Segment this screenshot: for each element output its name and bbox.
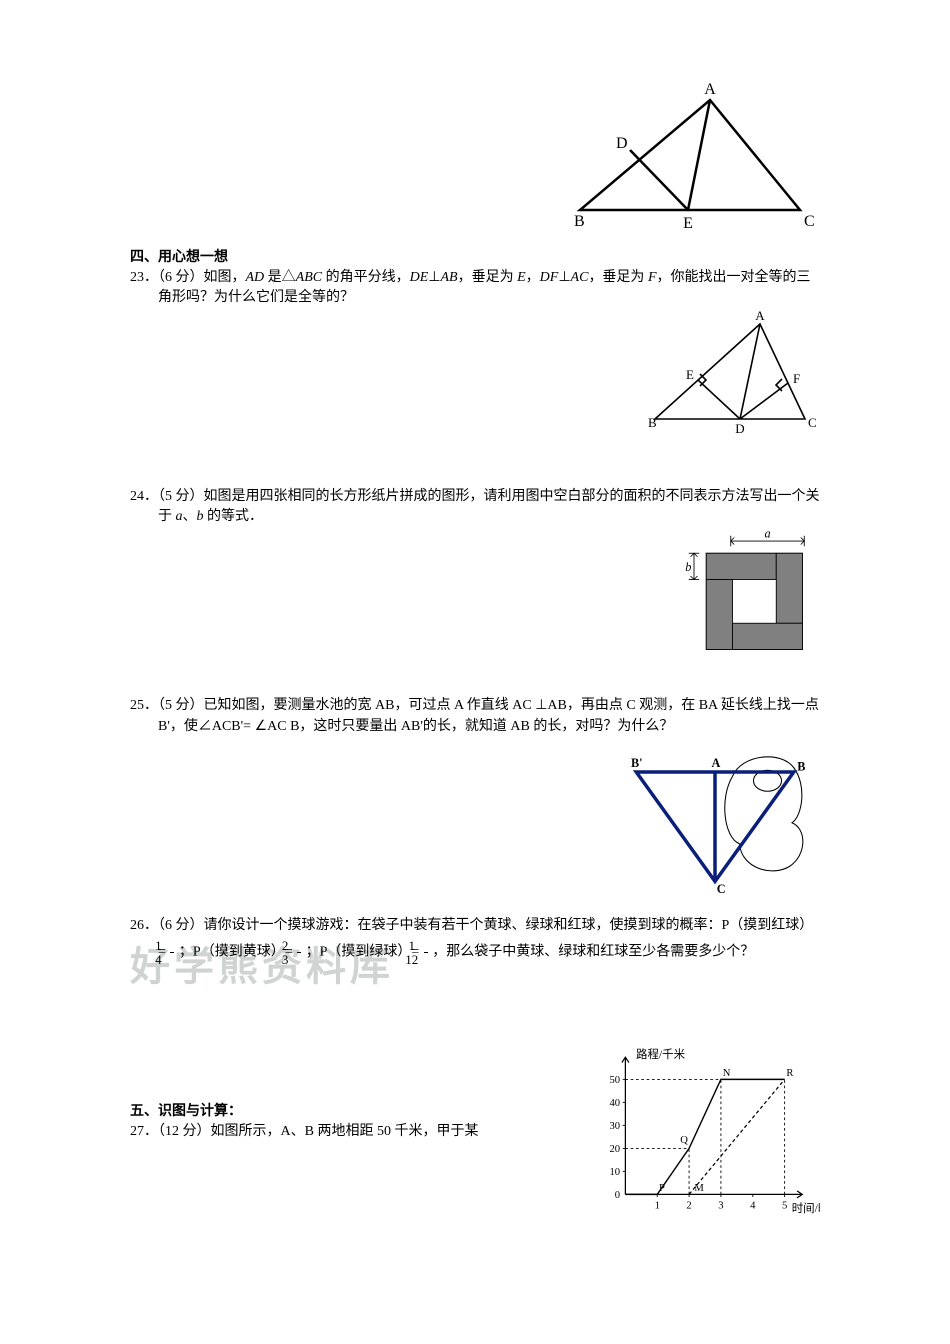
point-p: P — [659, 1183, 665, 1194]
problem-26: 26．（6 分）请你设计一个摸球游戏：在袋子中装有若干个黄球、绿球和红球，使摸到… — [130, 913, 820, 997]
x-axis-label: 时间/时 — [792, 1203, 820, 1216]
p24-pts: （5 分） — [158, 489, 204, 504]
p27-pts: （12 分） — [158, 1124, 211, 1139]
problem-25: 25．（5 分）已知如图，要测量水池的宽 AB，可过点 A 作直线 AC ⊥AB… — [130, 696, 820, 894]
label-e2: E — [686, 367, 694, 382]
label-f2: F — [793, 371, 800, 386]
section-5-title: 五、识图与计算： — [130, 1100, 574, 1120]
p25-num: 25． — [130, 698, 158, 713]
label-b2: B — [648, 415, 657, 430]
p23-pts: （6 分） — [158, 270, 204, 285]
y-axis-label: 路程/千米 — [636, 1048, 686, 1062]
label-c4: C — [717, 882, 726, 895]
label-a: A — [704, 81, 716, 98]
point-r: R — [786, 1068, 794, 1079]
p23-num: 23． — [130, 270, 158, 285]
frac-1-4: 14 — [170, 939, 174, 966]
label-a4: A — [712, 756, 721, 770]
svg-text:0: 0 — [615, 1190, 620, 1201]
p27-num: 27． — [130, 1124, 158, 1139]
p26-pts: （6 分） — [158, 918, 204, 933]
label-d: D — [616, 135, 628, 152]
problem-27: 27．（12 分）如图所示，A、B 两地相距 50 千米，甲于某 — [130, 1122, 574, 1142]
svg-text:2: 2 — [686, 1201, 691, 1212]
svg-text:1: 1 — [655, 1201, 660, 1212]
figure-pool: B' A B C — [610, 737, 820, 895]
svg-text:4: 4 — [750, 1201, 756, 1212]
label-b4: B — [797, 759, 805, 773]
problem-23: 23．（6 分）如图，AD 是△ABC 的角平分线，DE⊥AB，垂足为 E，DF… — [130, 268, 820, 439]
label-bp: B' — [631, 756, 643, 770]
label-e: E — [683, 215, 693, 232]
problem-24: 24．（5 分）如图是用四张相同的长方形纸片拼成的图形，请利用图中空白部分的面积… — [130, 487, 820, 659]
label-a3: a — [764, 527, 770, 541]
label-c2: C — [808, 415, 817, 430]
figure-triangle-abc-de: A B C D E — [560, 80, 820, 240]
point-q: Q — [680, 1136, 688, 1147]
svg-text:30: 30 — [609, 1121, 620, 1132]
svg-text:5: 5 — [782, 1201, 787, 1212]
label-c: C — [804, 213, 815, 230]
svg-text:40: 40 — [609, 1098, 620, 1109]
label-b: B — [574, 213, 585, 230]
p26-num: 26． — [130, 918, 158, 933]
section-4-title: 四、用心想一想 — [130, 246, 820, 266]
figure-square-ab: a b — [680, 527, 820, 658]
figure-angle-bisector: A B C D E F — [640, 309, 820, 439]
p24-num: 24． — [130, 489, 158, 504]
label-d2: D — [735, 421, 744, 436]
frac-2-3: 23 — [297, 939, 301, 966]
svg-text:3: 3 — [718, 1201, 723, 1212]
figure-distance-time-chart: 0 10 20 30 40 50 1 2 3 4 5 — [590, 1044, 820, 1221]
label-a2: A — [755, 309, 765, 323]
svg-text:50: 50 — [609, 1075, 620, 1086]
p25-pts: （5 分） — [158, 698, 204, 713]
svg-text:20: 20 — [609, 1144, 620, 1155]
point-n: N — [723, 1068, 731, 1079]
label-b3: b — [685, 560, 691, 574]
svg-text:10: 10 — [609, 1167, 620, 1178]
frac-1-12: 112 — [424, 939, 428, 966]
point-m: M — [694, 1183, 704, 1194]
